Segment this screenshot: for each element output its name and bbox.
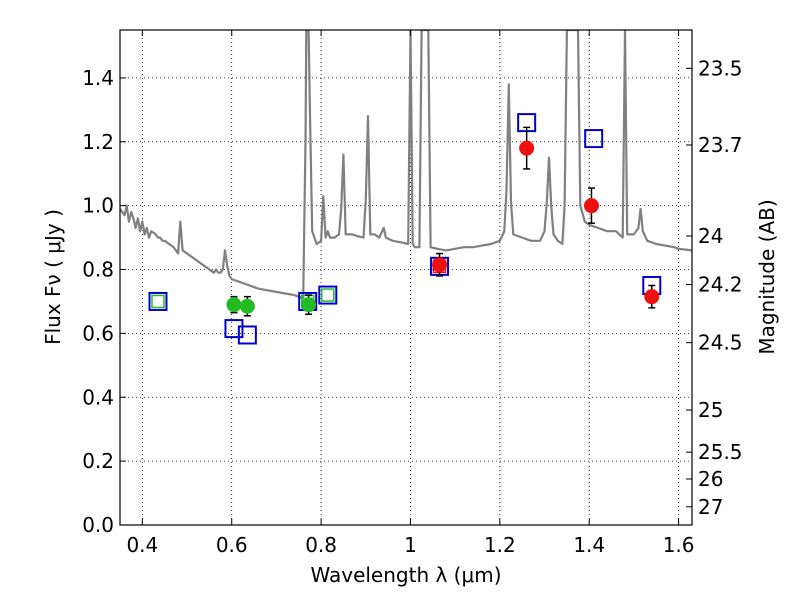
model-square-marker [224,319,244,339]
y-tick-label: 1.2 [82,130,114,154]
observed-point [301,297,317,313]
x-tick-label: 1.4 [573,533,605,557]
y-axis-right-label: Magnitude (AB) [755,199,779,354]
observed-photometry-series [226,126,660,317]
y-right-tick-label: 26 [698,467,723,491]
observed-point [519,140,535,156]
observed-point [432,257,448,273]
y-right-tick-label: 23.7 [698,133,743,157]
y-tick-label: 0.0 [82,513,114,537]
spectrum-series [120,30,692,300]
model-square-marker [237,325,257,345]
x-tick-label: 1.2 [484,533,516,557]
model-square-marker [318,285,338,305]
y-tick-label: 0.8 [82,258,114,282]
x-tick-label: 1 [404,533,417,557]
observed-point [644,289,660,305]
y-right-tick-label: 24.2 [698,273,743,297]
y-right-tick-label: 24 [698,224,723,248]
grid [120,30,692,526]
observed-point [239,298,255,314]
spectrum-line [120,30,692,300]
y-right-tick-label: 25 [698,398,723,422]
inner-square-marker [151,294,165,309]
y-right-tick-label: 23.5 [698,56,743,80]
y-tick-label: 0.4 [82,385,114,409]
x-tick-label: 1.6 [663,533,695,557]
tick-labels: 0.4 0.6 0.8 1 1.2 1.4 1.6 0.0 0.2 0.4 0.6 0.8 1.0 1.2… [82,56,742,557]
model-photometry-series [148,113,662,345]
plot-frame [119,29,693,526]
model-square-marker [148,291,168,311]
model-square-marker [584,129,604,149]
y-right-tick-label: 25.5 [698,440,743,464]
y-tick-label: 0.2 [82,449,114,473]
x-tick-label: 0.6 [216,533,248,557]
x-tick-label: 0.4 [126,533,158,557]
x-axis-label: Wavelength λ (μm) [310,563,501,587]
y-right-tick-label: 27 [698,495,723,519]
y-tick-label: 0.6 [82,321,114,345]
y-tick-label: 1.0 [82,194,114,218]
observed-point [583,198,599,214]
y-axis-label: Flux Fν ( μJy ) [41,209,65,345]
axis-ticks [120,30,692,526]
observed-point [226,297,242,313]
x-tick-label: 0.8 [305,533,337,557]
inner-square-marker [321,288,335,302]
y-tick-label: 1.4 [82,66,114,90]
y-right-tick-label: 24.5 [698,331,743,355]
